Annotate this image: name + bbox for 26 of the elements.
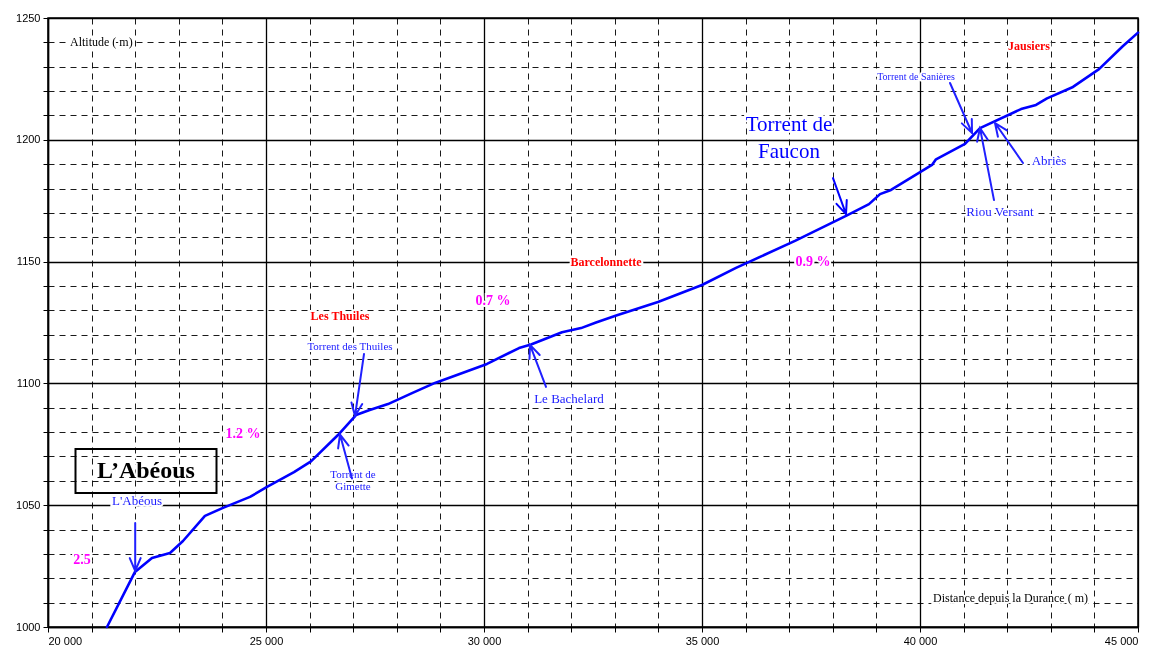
y-tick-label: 1000 (16, 620, 41, 633)
x-tick-label: 45 000 (1104, 634, 1139, 647)
y-tick-label: 1150 (16, 255, 41, 268)
x-axis-title: Distance depuis la Durance ( m) (933, 591, 1088, 605)
x-tick-label: 35 000 (685, 634, 720, 647)
y-tick-label: 1250 (16, 11, 41, 24)
annotation: 2.5 (73, 552, 91, 567)
annotation: 1.2 % (225, 426, 261, 441)
x-tick-label: 20 000 (48, 634, 83, 647)
x-tick-label: 25 000 (249, 634, 284, 647)
y-tick-label: 1100 (16, 376, 41, 389)
y-axis-title: Altitude ( m) (70, 35, 133, 49)
annotation: Torrent des Thuiles (307, 340, 393, 352)
annotation: Le Bachelard (534, 391, 605, 406)
annotation: Torrent de Sanières (877, 71, 955, 82)
annotation: L’Abéous (97, 457, 195, 483)
annotation: Les Thuiles (310, 309, 370, 323)
x-tick-label: 40 000 (903, 634, 938, 647)
y-tick-label: 1200 (16, 133, 41, 146)
annotation: L'Abéous (111, 493, 163, 508)
x-tick-label: 30 000 (467, 634, 502, 647)
annotation: Abriès (1031, 153, 1067, 168)
annotation: Riou Versant (966, 204, 1035, 219)
annotation: Torrent de Faucon (745, 111, 833, 163)
y-tick-label: 1050 (16, 498, 41, 511)
annotation: Jausiers (1008, 39, 1051, 53)
